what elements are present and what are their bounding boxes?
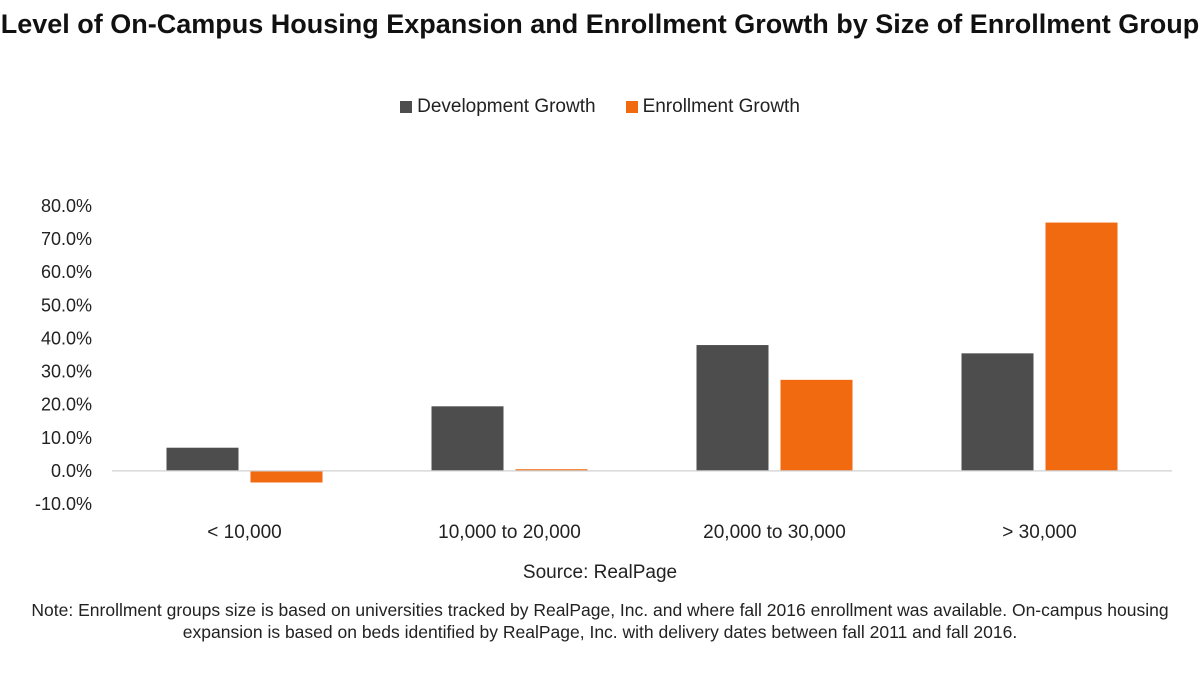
bar-development	[166, 447, 239, 471]
note-text: Note: Enrollment groups size is based on…	[31, 600, 1169, 642]
y-tick-label: 50.0%	[41, 295, 92, 315]
bar-enrollment	[780, 379, 853, 471]
bar-enrollment	[250, 470, 323, 483]
y-tick-label: -10.0%	[35, 494, 92, 514]
y-tick-label: 0.0%	[51, 461, 92, 481]
x-category-label: < 10,000	[207, 522, 282, 543]
legend-label-enrollment: Enrollment Growth	[642, 96, 800, 117]
bar-development	[431, 406, 504, 471]
legend-item-development: Development Growth	[400, 96, 596, 118]
y-tick-label: 20.0%	[41, 395, 92, 415]
y-tick-label: 60.0%	[41, 262, 92, 282]
y-tick-label: 30.0%	[41, 362, 92, 382]
x-category-label: 10,000 to 20,000	[438, 522, 581, 543]
legend-label-development: Development Growth	[417, 96, 596, 117]
bar-enrollment	[1045, 222, 1118, 471]
y-tick-label: 10.0%	[41, 428, 92, 448]
y-tick-label: 80.0%	[41, 196, 92, 216]
chart-title: Level of On-Campus Housing Expansion and…	[0, 9, 1200, 39]
legend-swatch-development	[400, 101, 413, 113]
y-tick-label: 70.0%	[41, 229, 92, 249]
bar-development	[961, 353, 1034, 471]
x-category-label: > 30,000	[1002, 522, 1077, 543]
x-category-label: 20,000 to 30,000	[703, 522, 846, 543]
bar-enrollment	[515, 469, 588, 471]
source-text: Source: RealPage	[522, 562, 678, 583]
bar-development	[696, 345, 769, 471]
legend-item-enrollment: Enrollment Growth	[625, 96, 800, 118]
y-tick-label: 40.0%	[41, 328, 92, 348]
chart-legend: Development Growth Enrollment Growth	[0, 96, 1200, 118]
legend-swatch-enrollment	[625, 101, 638, 113]
